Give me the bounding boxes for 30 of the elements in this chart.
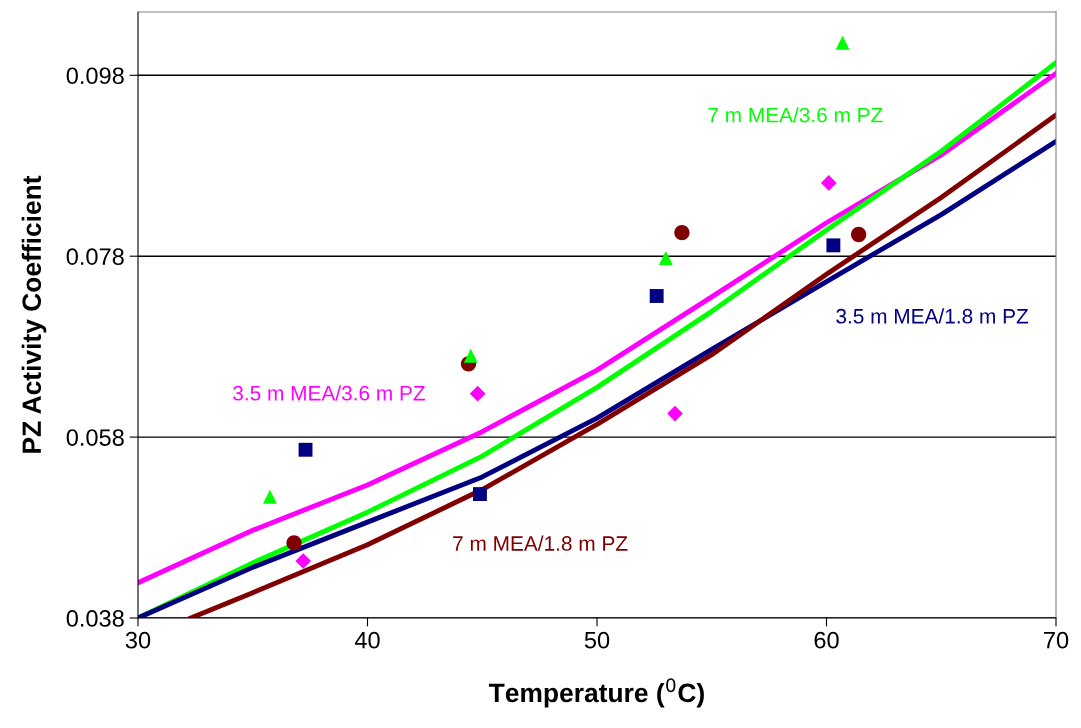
point bbox=[826, 238, 841, 253]
point bbox=[295, 553, 312, 569]
point bbox=[286, 535, 302, 551]
point bbox=[850, 226, 867, 243]
point bbox=[658, 251, 673, 265]
x-tick-label: 70 bbox=[1044, 631, 1069, 649]
point bbox=[667, 405, 683, 422]
point bbox=[263, 489, 277, 504]
point bbox=[469, 385, 486, 402]
series-label: 7 m MEA/1.8 m PZ bbox=[453, 535, 628, 551]
x-tick-label: 30 bbox=[125, 631, 151, 649]
text: 7 m MEA/3.6 m PZ bbox=[708, 107, 883, 123]
point bbox=[674, 225, 690, 241]
series-label: 3.5 m MEA/1.8 m PZ bbox=[836, 308, 1029, 324]
y-tick-label: 0.098 bbox=[66, 67, 124, 85]
y-axis-title: PZ Activity Coefficient bbox=[21, 175, 47, 453]
x-tick-label: 40 bbox=[354, 631, 380, 649]
x-tick-label: 60 bbox=[814, 631, 839, 649]
x-axis-title: Temperature ($^{0}$C) bbox=[488, 678, 704, 708]
y-tick-label: 0.058 bbox=[66, 429, 124, 446]
x-tick-label: 50 bbox=[584, 631, 610, 649]
y-tick-label: 0.078 bbox=[66, 248, 124, 265]
point bbox=[835, 35, 850, 50]
text: 3.5 m MEA/3.6 m PZ bbox=[233, 385, 425, 401]
point bbox=[473, 487, 487, 502]
point bbox=[298, 442, 313, 457]
point bbox=[463, 348, 478, 363]
point bbox=[649, 289, 664, 303]
y-tick-label: 0.038 bbox=[66, 610, 124, 627]
point bbox=[820, 175, 837, 191]
